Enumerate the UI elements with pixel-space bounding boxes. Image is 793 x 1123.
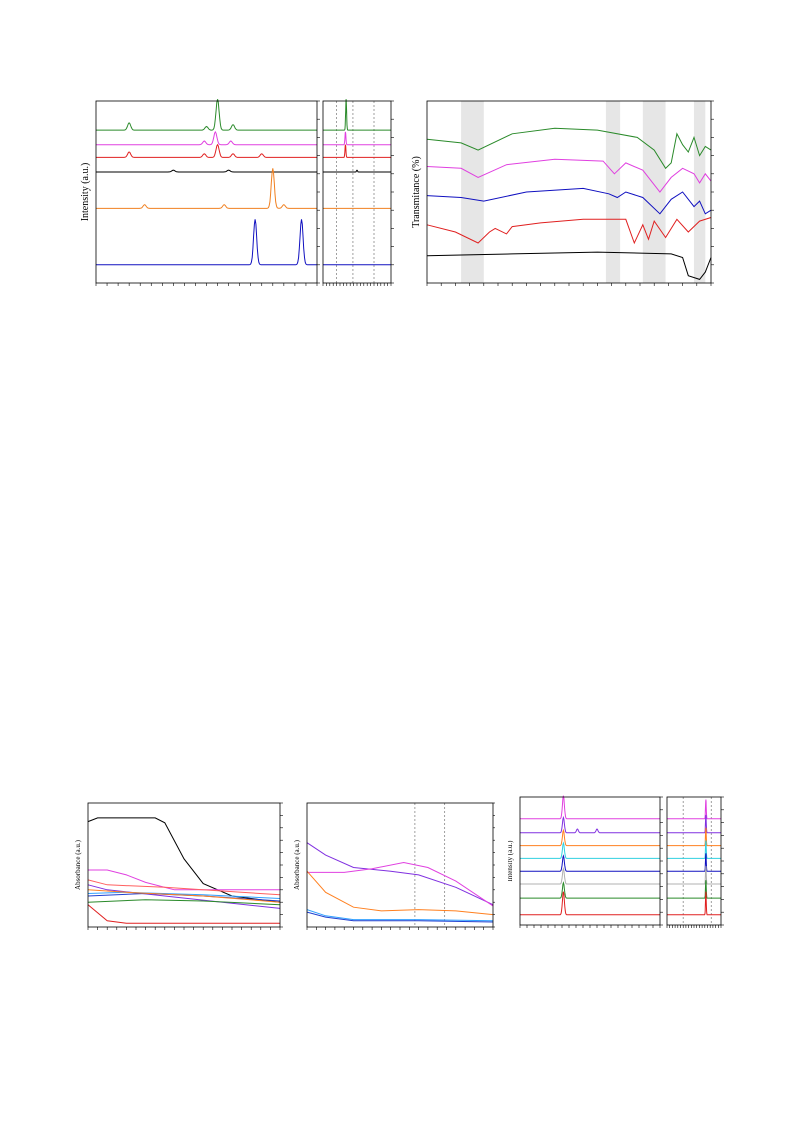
- y-axis-label: Absorbance (a.u.): [74, 839, 82, 890]
- series-line-2: [520, 828, 660, 847]
- xrd-full-chart-2: Intensity (a.u.): [508, 795, 663, 928]
- shaded-region: [642, 101, 666, 283]
- series-line-3: [306, 909, 494, 922]
- ftir-panel: Transmitance (%): [405, 96, 717, 292]
- y-axis-label: Intensity (a.u.): [80, 163, 91, 222]
- series-line-1: [307, 861, 494, 907]
- series-line-2: [87, 879, 281, 896]
- series-line-1: [323, 131, 391, 146]
- uv-vis-panel-2: Absorbance (a.u.): [285, 795, 495, 931]
- y-axis-label: Transmitance (%): [411, 156, 422, 228]
- plot-frame: [519, 796, 661, 926]
- series-line-1: [667, 814, 721, 834]
- series-line-2: [667, 827, 721, 847]
- series-line-2: [96, 143, 317, 158]
- xrd-full-panel: Intensity (a.u.): [72, 96, 322, 292]
- plot-frame: [87, 802, 281, 928]
- y-axis-label: Intensity (a.u.): [508, 840, 514, 882]
- xrd-zoom-panel-2: [665, 795, 725, 931]
- series-line-0: [306, 842, 494, 906]
- shaded-region: [693, 101, 706, 283]
- series-line-2: [323, 144, 391, 158]
- series-line-3: [96, 169, 317, 173]
- uv-vis-chart-2: Absorbance (a.u.): [293, 802, 495, 930]
- series-line-3: [323, 169, 391, 173]
- series-line-3: [87, 884, 281, 909]
- series-line-0: [96, 99, 317, 131]
- series-line-0: [87, 817, 281, 903]
- series-line-8: [87, 904, 280, 924]
- series-line-4: [520, 854, 660, 872]
- xrd-full-chart: Intensity (a.u.): [80, 99, 320, 286]
- shaded-region: [605, 101, 621, 283]
- series-line-3: [426, 217, 712, 245]
- series-line-0: [667, 799, 721, 820]
- series-line-0: [520, 795, 660, 820]
- ftir-chart: Transmitance (%): [411, 100, 714, 286]
- series-line-1: [88, 869, 280, 891]
- series-line-2: [306, 870, 494, 916]
- y-axis-label: Absorbance (a.u.): [293, 839, 301, 890]
- uv-vis-panel-1: Absorbance (a.u.): [68, 795, 286, 931]
- series-line-1: [426, 158, 712, 193]
- xrd-full-panel-2: Intensity (a.u.): [508, 795, 663, 931]
- xrd-zoom-panel: [320, 96, 396, 292]
- series-line-6: [520, 881, 660, 899]
- series-line-0: [426, 127, 712, 170]
- series-line-5: [520, 867, 660, 885]
- series-line-4: [667, 853, 721, 872]
- series-line-3: [667, 840, 721, 859]
- plot-frame: [95, 100, 318, 284]
- series-line-1: [520, 815, 660, 834]
- series-line-2: [426, 187, 712, 215]
- series-line-4: [96, 168, 317, 209]
- plot-frame: [666, 796, 722, 926]
- series-line-5: [667, 866, 721, 885]
- series-line-5: [96, 219, 317, 266]
- series-line-4: [87, 891, 281, 899]
- series-line-0: [323, 99, 391, 131]
- series-line-1: [96, 130, 317, 146]
- series-line-7: [87, 889, 281, 903]
- xrd-zoom-chart-2: [666, 796, 724, 928]
- series-line-6: [87, 899, 281, 906]
- series-line-3: [520, 841, 660, 859]
- series-line-7: [520, 891, 660, 916]
- plot-frame: [306, 802, 494, 928]
- series-line-7: [667, 891, 721, 916]
- plot-frame: [322, 100, 392, 284]
- series-line-4: [426, 251, 712, 280]
- series-line-4: [306, 911, 494, 923]
- series-line-6: [667, 880, 721, 899]
- uv-vis-chart-1: Absorbance (a.u.): [74, 802, 283, 930]
- shaded-region: [461, 101, 484, 283]
- xrd-zoom-chart: [322, 99, 394, 286]
